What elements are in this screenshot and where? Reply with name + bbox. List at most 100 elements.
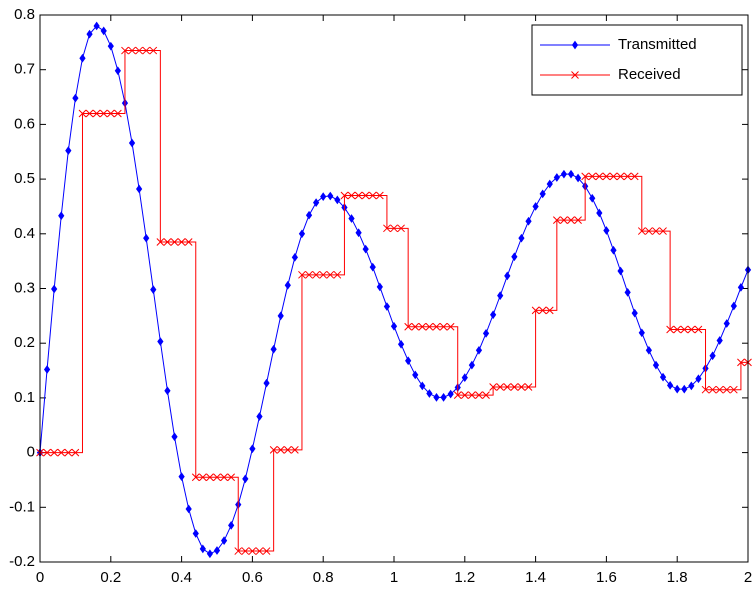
marker [680, 325, 689, 334]
marker [673, 325, 682, 334]
marker [93, 21, 100, 31]
marker [571, 71, 579, 79]
marker [433, 392, 440, 402]
marker [716, 336, 723, 345]
marker [404, 322, 413, 331]
marker [213, 546, 221, 555]
marker [106, 109, 115, 118]
marker [220, 473, 228, 482]
marker [375, 191, 384, 200]
marker [652, 227, 660, 235]
marker [191, 473, 200, 482]
marker [361, 191, 370, 200]
marker [291, 252, 298, 262]
marker [383, 302, 391, 311]
y-tick-label: 0.1 [14, 389, 35, 406]
marker [255, 547, 264, 555]
marker [298, 270, 306, 279]
marker [531, 306, 540, 315]
marker [482, 391, 490, 400]
series-line [40, 50, 748, 552]
marker [340, 191, 349, 200]
marker [220, 536, 228, 546]
marker [71, 448, 80, 457]
marker [432, 322, 441, 331]
marker [170, 238, 179, 246]
marker [545, 306, 554, 315]
marker [397, 339, 405, 349]
marker [497, 291, 504, 300]
marker [347, 191, 356, 200]
marker [136, 184, 143, 194]
marker [603, 226, 610, 235]
marker [128, 46, 136, 55]
marker [511, 252, 518, 262]
marker [270, 344, 277, 354]
marker [553, 173, 560, 182]
marker [708, 385, 717, 394]
marker [637, 227, 646, 235]
y-tick-label: 0.2 [14, 334, 35, 351]
y-tick-label: -0.2 [9, 553, 35, 570]
marker [241, 547, 250, 555]
marker [362, 244, 369, 254]
marker [284, 280, 291, 290]
marker [178, 472, 185, 482]
marker [192, 529, 199, 538]
marker [354, 191, 363, 200]
x-tick-label: 1.8 [667, 569, 688, 586]
marker [532, 202, 539, 211]
marker [687, 325, 696, 334]
marker [630, 172, 639, 181]
marker [688, 381, 695, 391]
marker [552, 216, 561, 224]
marker [320, 192, 327, 201]
marker [305, 210, 313, 220]
marker [418, 322, 427, 331]
marker [156, 238, 165, 246]
marker [722, 385, 731, 394]
marker [419, 381, 426, 391]
legend-label: Transmitted [618, 36, 697, 53]
marker [262, 547, 271, 555]
marker [461, 373, 468, 383]
marker [504, 271, 511, 281]
marker [242, 474, 249, 484]
x-tick-label: 0.8 [313, 569, 334, 586]
marker [571, 40, 579, 50]
marker [609, 172, 618, 181]
marker [51, 284, 58, 294]
marker [149, 46, 158, 55]
marker [312, 270, 320, 279]
marker [150, 285, 157, 294]
marker [390, 224, 398, 233]
marker [355, 228, 362, 238]
marker [524, 383, 533, 391]
marker [213, 473, 221, 482]
marker [411, 322, 420, 331]
marker [574, 173, 582, 183]
y-tick-label: 0.7 [14, 61, 35, 78]
marker [560, 216, 568, 224]
marker [610, 245, 617, 255]
marker [50, 448, 59, 457]
marker [659, 372, 667, 382]
marker [43, 365, 51, 374]
marker [517, 383, 526, 391]
marker [674, 384, 681, 394]
marker [468, 360, 475, 370]
marker [525, 216, 532, 226]
marker [276, 446, 285, 454]
plot-frame [39, 14, 749, 563]
marker [596, 208, 603, 218]
marker [185, 504, 192, 514]
marker [79, 53, 86, 63]
marker [645, 227, 653, 235]
marker [72, 93, 79, 103]
marker [581, 172, 590, 181]
marker [490, 310, 497, 320]
marker [546, 179, 553, 189]
marker [737, 358, 745, 367]
y-tick-label: 0 [27, 444, 35, 461]
